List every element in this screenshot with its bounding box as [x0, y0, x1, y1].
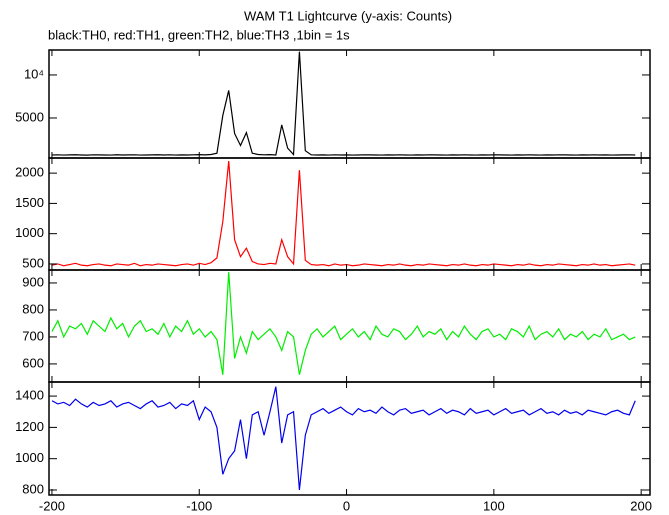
chart-subtitle: black:TH0, red:TH1, green:TH2, blue:TH3 …: [48, 27, 350, 42]
x-tick-label: 200: [630, 498, 652, 513]
lightcurve: [51, 386, 636, 491]
panel-frame: [48, 381, 651, 496]
y-tick-label: 500: [22, 255, 44, 270]
y-tick-label: 1000: [15, 450, 44, 465]
y-tick-label: 2000: [15, 165, 44, 180]
y-tick-label: 1200: [15, 419, 44, 434]
y-tick-label: 800: [22, 301, 44, 316]
y-tick-label: 10⁴: [24, 66, 44, 81]
lightcurve: [51, 51, 636, 157]
y-tick-label: 800: [22, 481, 44, 496]
y-tick-label: 900: [22, 274, 44, 289]
chart-title: WAM T1 Lightcurve (y-axis: Counts): [244, 8, 452, 23]
y-tick-label: 1400: [15, 388, 44, 403]
y-tick-label: 5000: [15, 109, 44, 124]
lightcurve: [51, 160, 636, 267]
panel-frame: [48, 157, 651, 271]
x-tick-label: -200: [39, 498, 65, 513]
x-tick-label: 0: [343, 498, 350, 513]
y-tick-label: 1500: [15, 195, 44, 210]
y-tick-label: 700: [22, 328, 44, 343]
lightcurve: [51, 272, 636, 375]
x-tick-label: 100: [483, 498, 505, 513]
y-tick-label: 1000: [15, 225, 44, 240]
panel-frame: [48, 269, 651, 383]
y-tick-label: 600: [22, 355, 44, 370]
panel-frame: [48, 49, 651, 159]
x-tick-label: -100: [186, 498, 212, 513]
